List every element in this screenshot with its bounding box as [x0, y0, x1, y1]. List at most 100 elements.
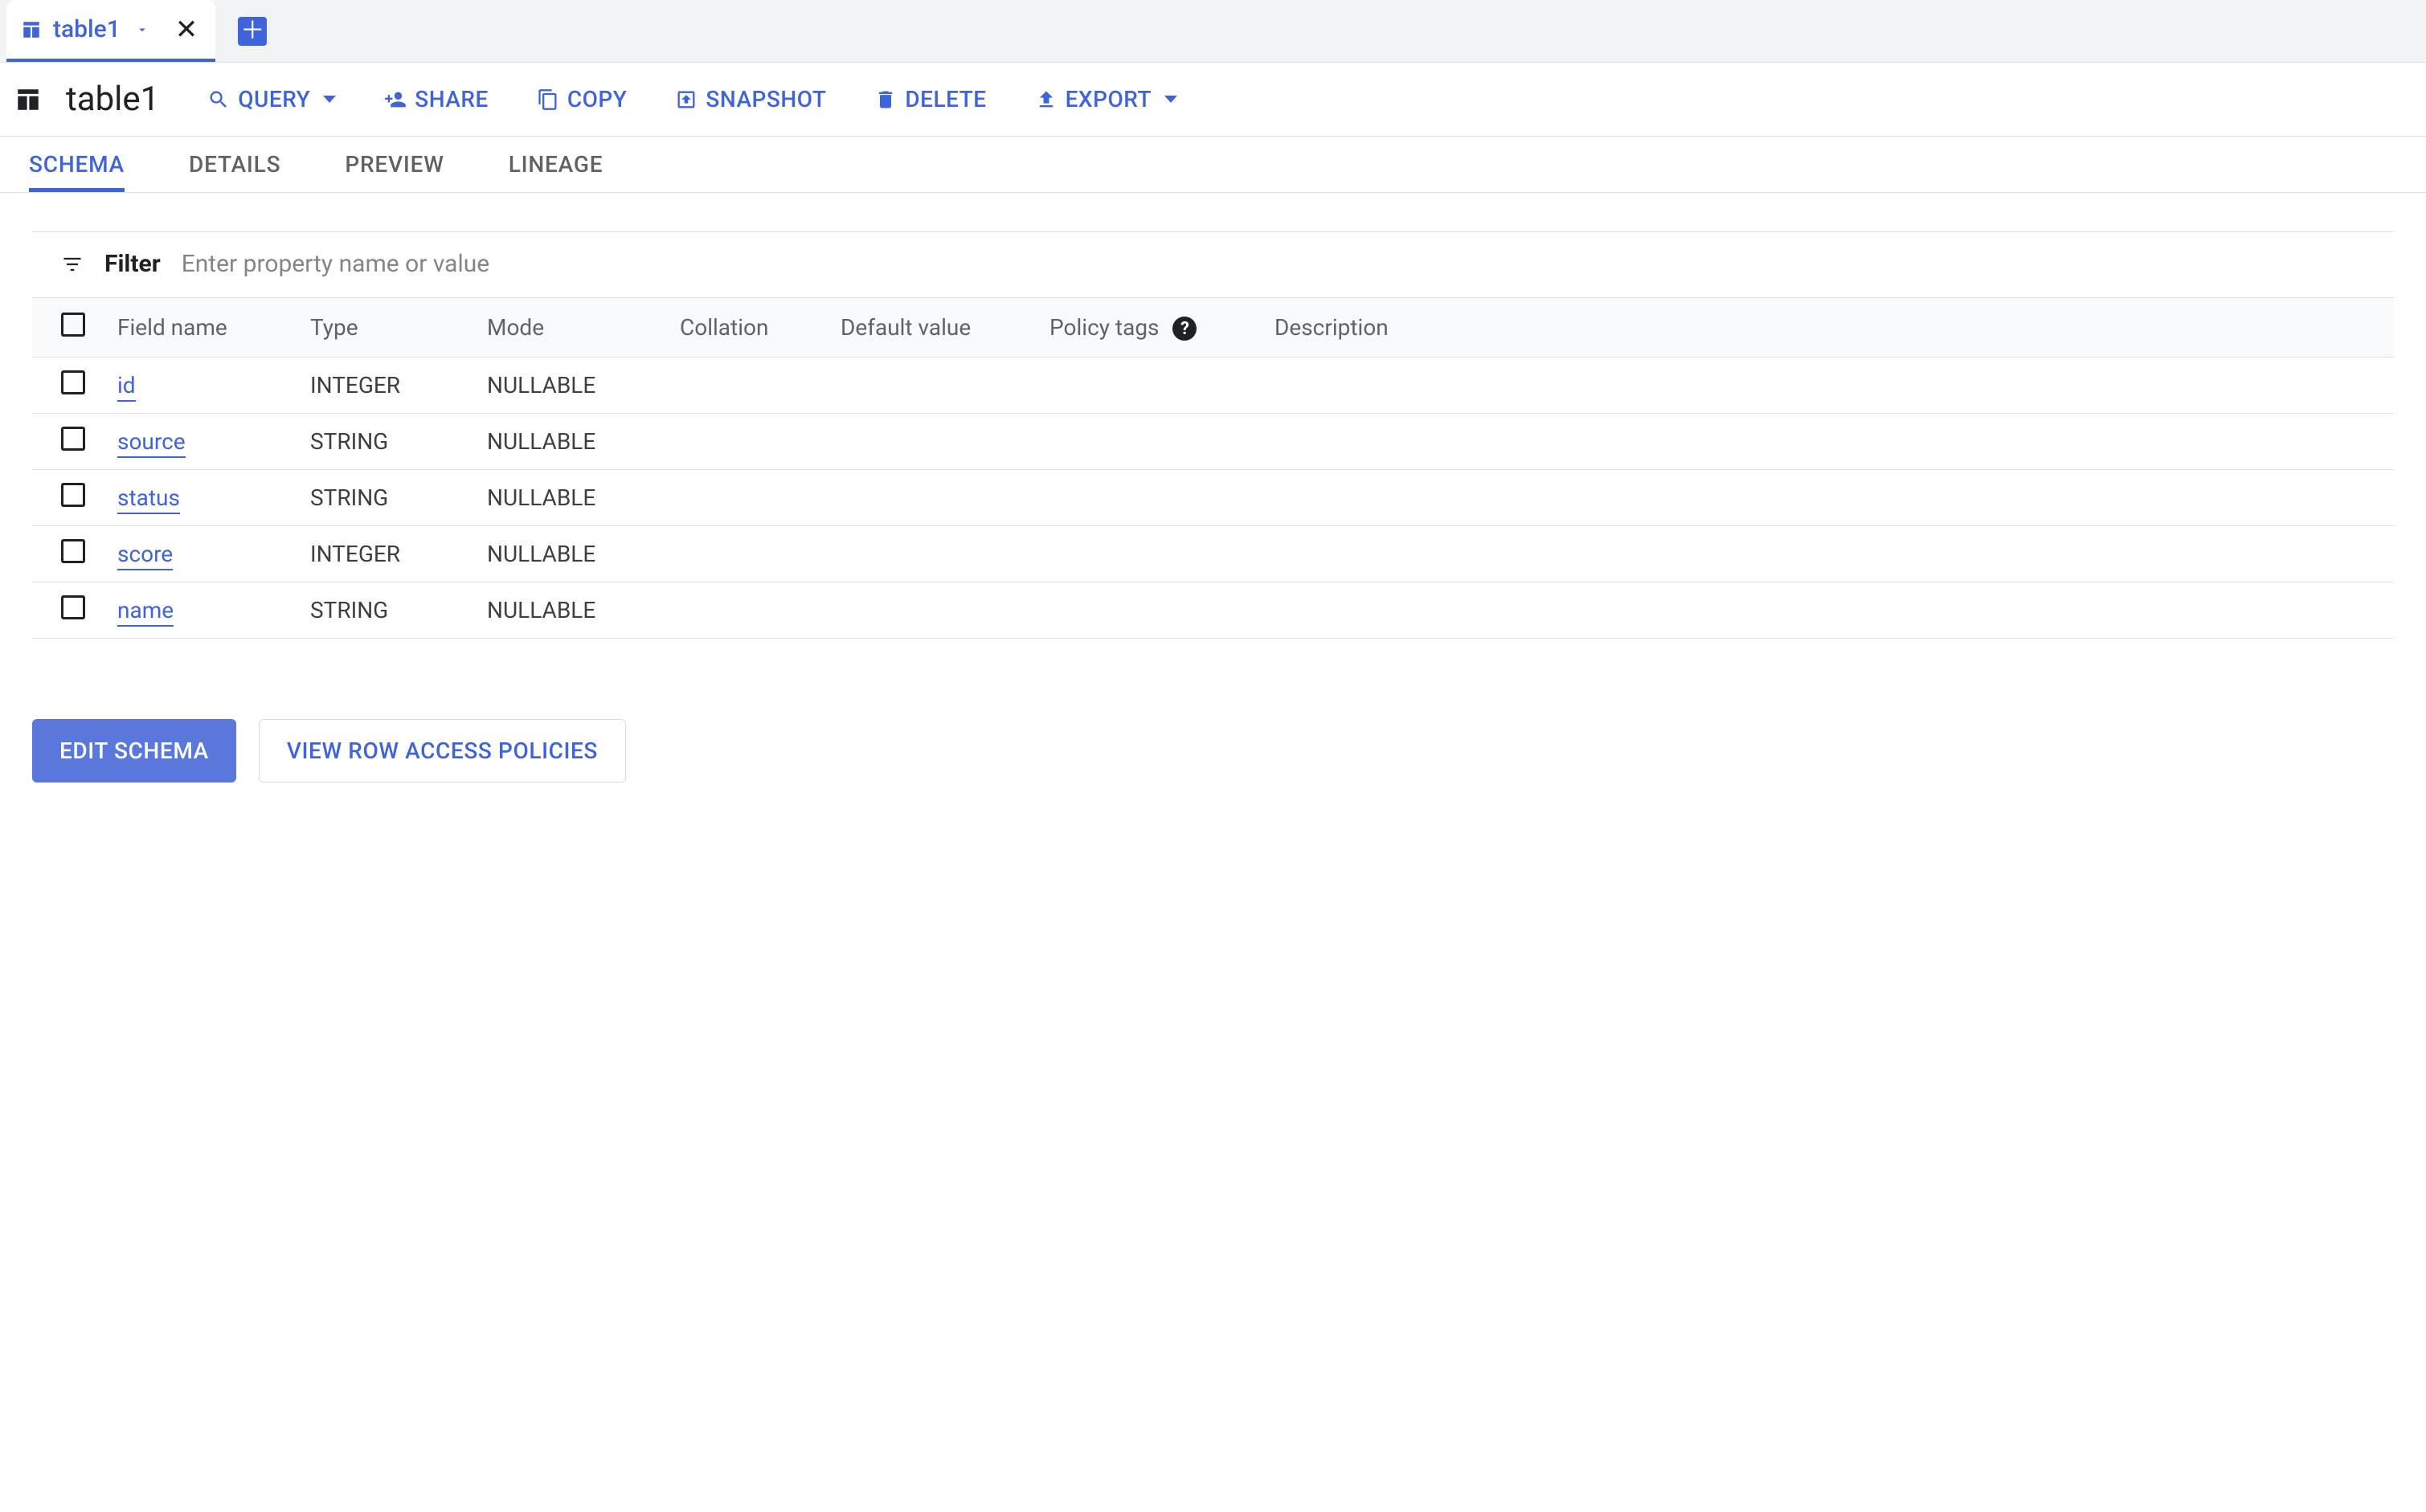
- policy-tags-cell: [1033, 414, 1258, 470]
- new-tab-button[interactable]: ＋: [238, 17, 267, 46]
- toolbar-label: QUERY: [238, 86, 310, 112]
- default-value-cell: [824, 470, 1033, 526]
- chevron-down-icon[interactable]: [135, 22, 149, 37]
- default-value-cell: [824, 526, 1033, 582]
- tab-label: table1: [53, 15, 121, 43]
- toolbar-label: COPY: [567, 86, 628, 112]
- description-cell: [1258, 414, 2394, 470]
- filter-label: Filter: [104, 250, 161, 278]
- mode-cell: NULLABLE: [471, 470, 664, 526]
- field-name-link[interactable]: status: [117, 484, 180, 514]
- field-name-cell: score: [101, 526, 294, 582]
- table-row: score INTEGERNULLABLE: [32, 526, 2394, 582]
- type-cell: STRING: [294, 414, 471, 470]
- copy-button[interactable]: COPY: [537, 86, 628, 112]
- chevron-down-icon: [323, 96, 336, 103]
- upload-icon: [1035, 88, 1058, 111]
- mode-cell: NULLABLE: [471, 414, 664, 470]
- description-cell: [1258, 526, 2394, 582]
- view-row-access-policies-button[interactable]: VIEW ROW ACCESS POLICIES: [259, 719, 626, 783]
- row-checkbox-cell: [32, 414, 101, 470]
- help-icon[interactable]: ?: [1172, 317, 1197, 341]
- column-header-mode: Mode: [471, 298, 664, 358]
- description-cell: [1258, 358, 2394, 414]
- policy-tags-cell: [1033, 470, 1258, 526]
- row-checkbox[interactable]: [61, 595, 85, 619]
- field-name-cell: source: [101, 414, 294, 470]
- field-name-cell: status: [101, 470, 294, 526]
- tab-preview[interactable]: PREVIEW: [345, 137, 444, 192]
- snapshot-button[interactable]: SNAPSHOT: [675, 86, 826, 112]
- field-name-link[interactable]: source: [117, 428, 186, 458]
- field-name-link[interactable]: score: [117, 541, 173, 570]
- description-cell: [1258, 470, 2394, 526]
- collation-cell: [664, 582, 824, 639]
- tab-table1[interactable]: table1 ✕: [6, 0, 215, 62]
- copy-icon: [537, 88, 559, 111]
- row-checkbox-cell: [32, 582, 101, 639]
- row-checkbox[interactable]: [61, 539, 85, 563]
- field-name-cell: id: [101, 358, 294, 414]
- footer-actions: EDIT SCHEMA VIEW ROW ACCESS POLICIES: [32, 719, 2394, 783]
- collation-cell: [664, 414, 824, 470]
- edit-schema-button[interactable]: EDIT SCHEMA: [32, 719, 236, 783]
- title-bar: table1 QUERY SHARE COPY SNAPSHOT: [0, 63, 2426, 137]
- toolbar-label: SNAPSHOT: [706, 86, 826, 112]
- table-header-row: Field name Type Mode Collation Default v…: [32, 298, 2394, 358]
- table-icon: [14, 86, 42, 113]
- search-icon: [207, 88, 230, 111]
- chevron-down-icon: [1164, 96, 1177, 103]
- export-button[interactable]: EXPORT: [1035, 86, 1177, 112]
- trash-icon: [874, 88, 897, 111]
- field-name-link[interactable]: name: [117, 597, 174, 627]
- select-all-checkbox[interactable]: [61, 313, 85, 337]
- policy-tags-cell: [1033, 358, 1258, 414]
- default-value-cell: [824, 582, 1033, 639]
- table-row: name STRINGNULLABLE: [32, 582, 2394, 639]
- mode-cell: NULLABLE: [471, 582, 664, 639]
- plus-icon: ＋: [240, 19, 264, 43]
- toolbar-label: EXPORT: [1066, 86, 1152, 112]
- page-title: table1: [66, 80, 159, 119]
- filter-icon: [61, 253, 84, 276]
- column-header-type: Type: [294, 298, 471, 358]
- collation-cell: [664, 358, 824, 414]
- type-cell: INTEGER: [294, 526, 471, 582]
- type-cell: STRING: [294, 470, 471, 526]
- person-add-icon: [384, 88, 407, 111]
- schema-panel: Filter Field name Type Mode Collation De…: [0, 193, 2426, 815]
- query-button[interactable]: QUERY: [207, 86, 336, 112]
- column-header-description: Description: [1258, 298, 2394, 358]
- row-checkbox[interactable]: [61, 427, 85, 451]
- tab-details[interactable]: DETAILS: [189, 137, 280, 192]
- share-button[interactable]: SHARE: [384, 86, 489, 112]
- type-cell: STRING: [294, 582, 471, 639]
- filter-input[interactable]: [182, 250, 2365, 278]
- collation-cell: [664, 470, 824, 526]
- snapshot-icon: [675, 88, 698, 111]
- tab-schema[interactable]: SCHEMA: [29, 137, 125, 192]
- policy-tags-cell: [1033, 582, 1258, 639]
- column-header-checkbox: [32, 298, 101, 358]
- table-row: source STRINGNULLABLE: [32, 414, 2394, 470]
- row-checkbox-cell: [32, 470, 101, 526]
- collation-cell: [664, 526, 824, 582]
- close-icon[interactable]: ✕: [175, 16, 198, 43]
- row-checkbox-cell: [32, 358, 101, 414]
- delete-button[interactable]: DELETE: [874, 86, 986, 112]
- table-icon: [21, 19, 42, 40]
- toolbar: QUERY SHARE COPY SNAPSHOT DELETE: [207, 86, 2403, 112]
- mode-cell: NULLABLE: [471, 526, 664, 582]
- tab-lineage[interactable]: LINEAGE: [509, 137, 603, 192]
- table-row: idINTEGERNULLABLE: [32, 358, 2394, 414]
- column-header-default: Default value: [824, 298, 1033, 358]
- row-checkbox-cell: [32, 526, 101, 582]
- description-cell: [1258, 582, 2394, 639]
- row-checkbox[interactable]: [61, 483, 85, 507]
- field-name-link[interactable]: id: [117, 372, 136, 402]
- schema-table: Field name Type Mode Collation Default v…: [32, 297, 2394, 639]
- row-checkbox[interactable]: [61, 370, 85, 394]
- column-header-policy-tags: Policy tags ?: [1033, 298, 1258, 358]
- policy-tags-cell: [1033, 526, 1258, 582]
- default-value-cell: [824, 358, 1033, 414]
